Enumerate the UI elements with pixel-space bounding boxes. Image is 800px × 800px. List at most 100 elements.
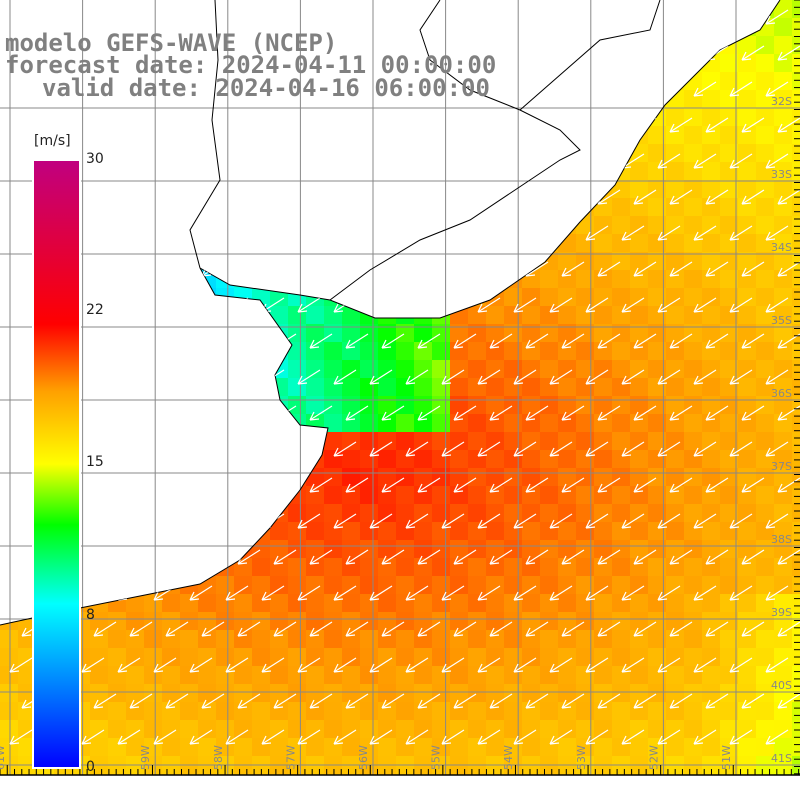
wind-cell	[450, 612, 469, 631]
wind-cell	[720, 396, 739, 415]
wind-cell	[486, 612, 505, 631]
wind-cell	[234, 774, 253, 775]
wind-cell	[180, 288, 199, 307]
wind-cell	[486, 234, 505, 253]
wind-arrow	[309, 117, 333, 133]
wind-cell	[18, 648, 37, 667]
wind-cell	[324, 468, 343, 487]
wind-cell	[612, 738, 631, 757]
wind-arrow	[477, 441, 501, 457]
wind-cell	[252, 468, 271, 487]
wind-cell	[504, 540, 523, 559]
wind-arrow	[489, 621, 513, 637]
wind-arrow	[81, 729, 105, 745]
wind-cell	[450, 378, 469, 397]
wind-arrow	[633, 621, 657, 637]
wind-cell	[738, 720, 757, 739]
wind-arrow	[777, 45, 800, 61]
wind-cell	[504, 468, 523, 487]
wind-cell	[450, 252, 469, 271]
wind-cell	[648, 288, 667, 307]
wind-cell	[252, 234, 271, 253]
wind-arrow	[621, 513, 645, 529]
wind-cell	[288, 414, 307, 433]
wind-cell	[504, 630, 523, 649]
wind-arrow	[153, 729, 177, 745]
wind-arrow	[669, 117, 693, 133]
wind-cell	[630, 774, 649, 775]
wind-cell	[306, 738, 325, 757]
wind-cell	[342, 216, 361, 235]
wind-cell	[108, 108, 127, 127]
wind-arrow	[513, 585, 537, 601]
wind-cell	[702, 90, 721, 109]
wind-arrow	[225, 585, 249, 601]
wind-cell	[324, 144, 343, 163]
wind-cell	[792, 702, 800, 721]
wind-cell	[468, 234, 487, 253]
wind-arrow	[201, 261, 225, 277]
wind-cell	[558, 18, 577, 37]
wind-cell	[630, 378, 649, 397]
wind-cell	[756, 144, 775, 163]
wind-cell	[234, 468, 253, 487]
wind-arrow	[273, 693, 297, 709]
wind-cell	[234, 396, 253, 415]
wind-cell	[540, 90, 559, 109]
wind-arrow	[165, 189, 189, 205]
wind-cell	[540, 54, 559, 73]
wind-cell	[126, 450, 145, 469]
wind-cell	[612, 306, 631, 325]
wind-cell	[396, 558, 415, 577]
wind-arrow	[777, 333, 800, 349]
wind-cell	[738, 234, 757, 253]
wind-cell	[468, 18, 487, 37]
latitude-label: 35S	[771, 314, 792, 327]
wind-cell	[90, 360, 109, 379]
wind-cell	[198, 306, 217, 325]
wind-cell	[774, 216, 793, 235]
wind-cell	[486, 540, 505, 559]
wind-cell	[432, 720, 451, 739]
wind-cell	[774, 594, 793, 613]
wind-cell	[144, 270, 163, 289]
wind-cell	[432, 432, 451, 451]
wind-cell	[648, 594, 667, 613]
wind-cell	[486, 468, 505, 487]
wind-cell	[414, 576, 433, 595]
wind-cell	[108, 162, 127, 181]
wind-cell	[612, 0, 631, 19]
wind-cell	[594, 738, 613, 757]
wind-cell	[738, 216, 757, 235]
wind-cell	[540, 684, 559, 703]
wind-cell	[756, 666, 775, 685]
wind-arrow	[525, 189, 549, 205]
wind-arrow	[345, 333, 369, 349]
wind-cell	[720, 630, 739, 649]
wind-cell	[432, 162, 451, 181]
wind-cell	[288, 702, 307, 721]
wind-arrow	[705, 261, 729, 277]
wind-cell	[792, 18, 800, 37]
wind-arrow	[405, 9, 429, 25]
wind-cell	[450, 288, 469, 307]
wind-cell	[270, 360, 289, 379]
wind-cell	[252, 198, 271, 217]
wind-cell	[720, 540, 739, 559]
wind-arrow	[417, 693, 441, 709]
wind-cell	[522, 540, 541, 559]
wind-arrow	[153, 9, 177, 25]
wind-arrow	[405, 369, 429, 385]
wind-cell	[720, 738, 739, 757]
wind-cell	[234, 414, 253, 433]
wind-cell	[288, 558, 307, 577]
wind-cell	[630, 432, 649, 451]
wind-cell	[108, 522, 127, 541]
wind-cell	[486, 648, 505, 667]
wind-arrow	[237, 405, 261, 421]
wind-cell	[648, 180, 667, 199]
wind-arrow	[657, 153, 681, 169]
wind-cell	[522, 198, 541, 217]
wind-cell	[594, 450, 613, 469]
wind-cell	[666, 252, 685, 271]
